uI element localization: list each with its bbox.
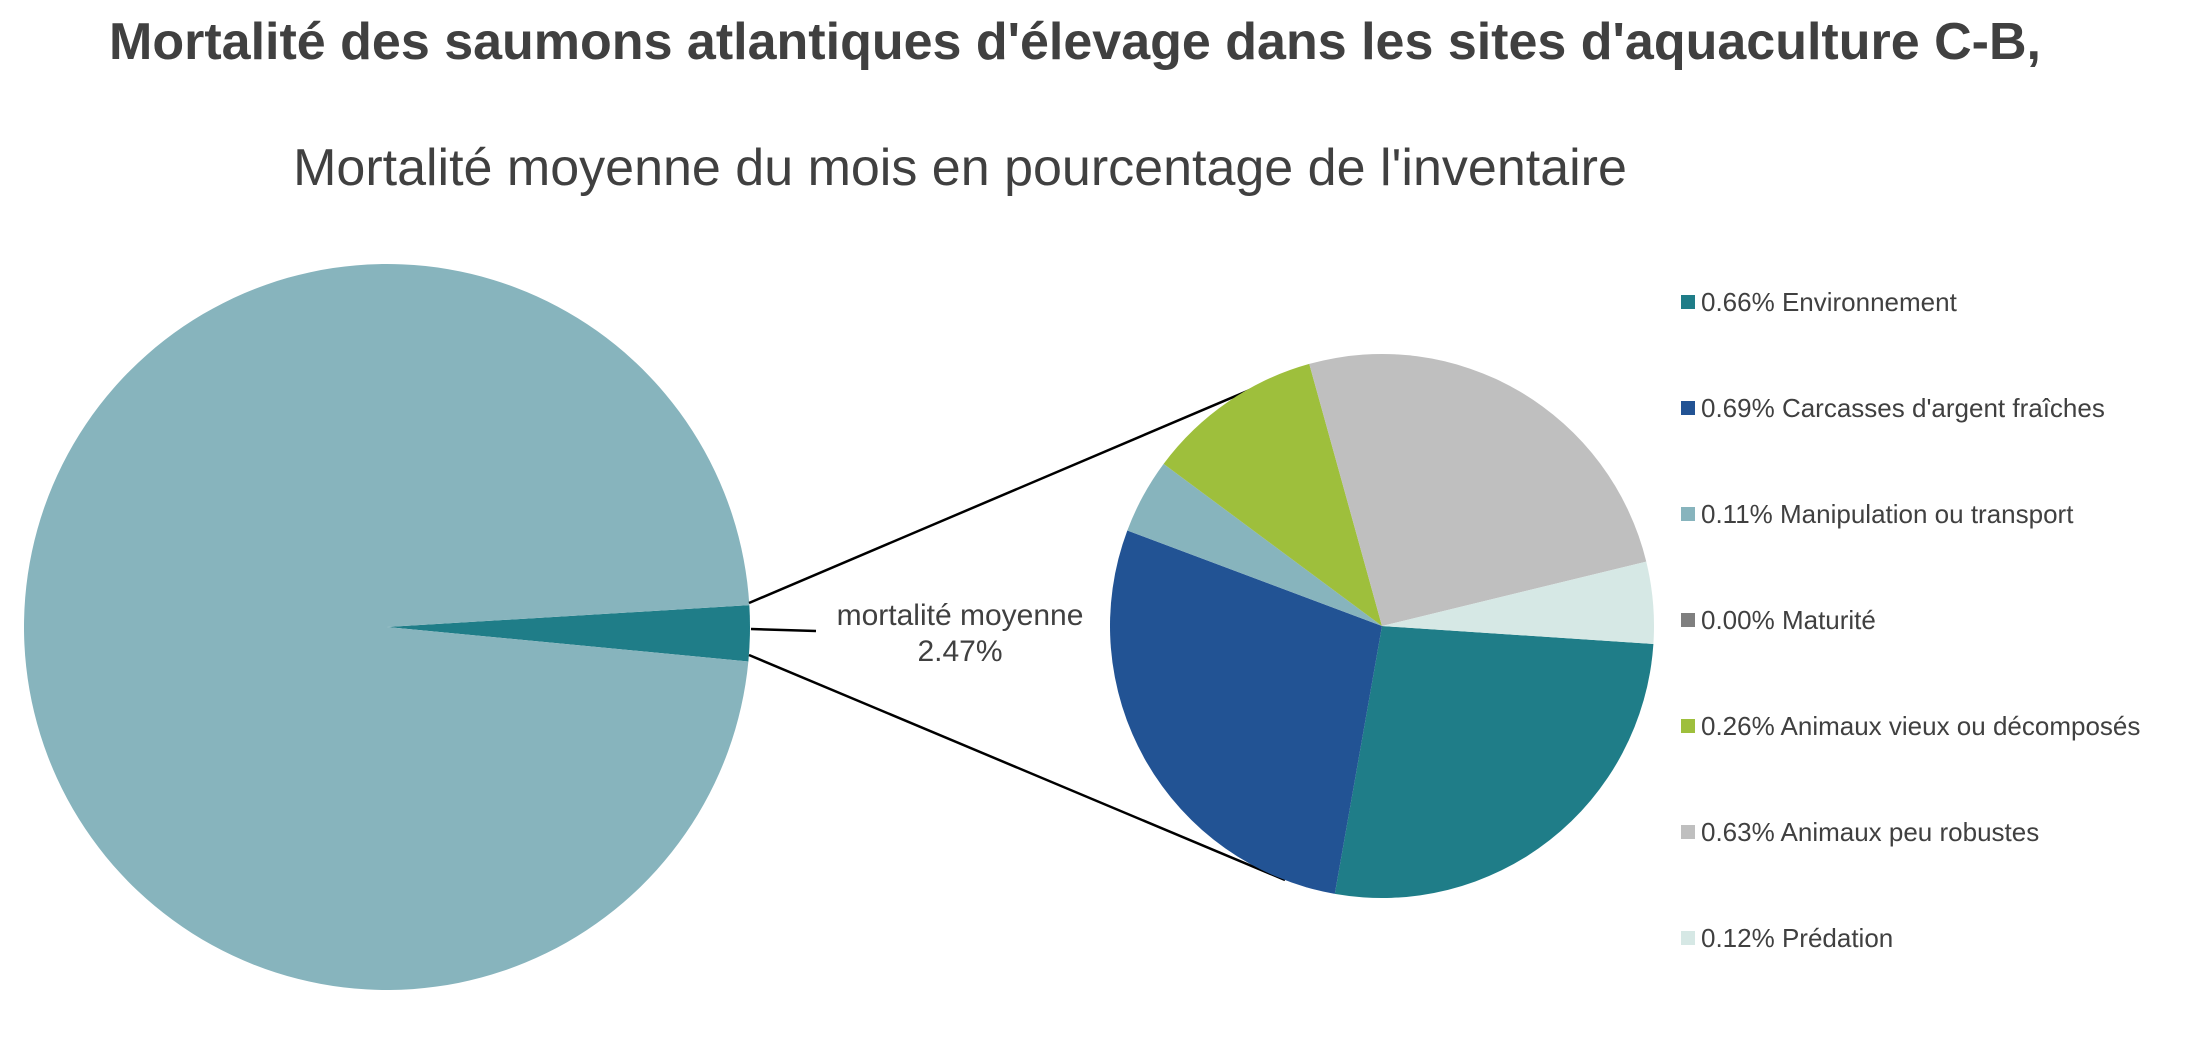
pie-slice-mortalit-moyenne [387,605,750,662]
pie-slice-inventaire-restant [23,264,750,991]
legend-item-animaux-vieux: 0.26% Animaux vieux ou décomposés [1681,706,2140,746]
data-label-line1: mortalité moyenne [836,599,1084,632]
legend-label: 0.00% Maturité [1701,604,1876,635]
chart-title: Mortalité des saumons atlantiques d'élev… [109,13,2041,71]
data-label-average-mortality: mortalité moyenne 2.47% [800,598,1120,670]
legend-swatch-icon [1681,295,1695,309]
secondary-pie [1110,354,1654,898]
pie-slice-carcasses-d-argent-fra-ches [1110,530,1382,894]
data-label-value: 2.47% [917,635,1003,668]
legend-item-environnement: 0.66% Environnement [1681,282,1957,322]
pie-slice-manipulation-ou-transport [1127,463,1382,626]
legend-label: 0.26% Animaux vieux ou décomposés [1701,710,2141,741]
legend-swatch-icon [1681,613,1695,627]
legend-swatch-icon [1681,507,1695,521]
legend-label: 0.66% Environnement [1701,286,1957,317]
leader-line [750,627,817,633]
legend-item-predation: 0.12% Prédation [1681,918,1893,958]
legend-label: 0.11% Manipulation ou transport [1701,498,2074,529]
connector-line-bottom [748,653,1286,882]
pie-slice-environnement [1334,626,1654,898]
connector-lines [748,373,1286,882]
legend-label: 0.12% Prédation [1701,922,1894,953]
legend-label: 0.69% Carcasses d'argent fraîches [1701,392,2105,423]
connector-line-top [748,373,1286,605]
legend-item-carcasses: 0.69% Carcasses d'argent fraîches [1681,388,2105,428]
pie-slice-animaux-vieux-ou-d-compos-s [1163,363,1382,626]
legend-swatch-icon [1681,401,1695,415]
chart-subtitle: Mortalité moyenne du mois en pourcentage… [293,139,1627,197]
pie-slice-pr-dation [1382,561,1654,645]
primary-pie [23,264,750,991]
pie-slice-animaux-peu-robustes [1309,354,1647,626]
legend-item-animaux-peu-robustes: 0.63% Animaux peu robustes [1681,812,2039,852]
legend-swatch-icon [1681,825,1695,839]
legend-label: 0.63% Animaux peu robustes [1701,816,2040,847]
legend-item-maturite: 0.00% Maturité [1681,600,1876,640]
legend-swatch-icon [1681,719,1695,733]
legend-item-manipulation: 0.11% Manipulation ou transport [1681,494,2073,534]
legend-swatch-icon [1681,931,1695,945]
